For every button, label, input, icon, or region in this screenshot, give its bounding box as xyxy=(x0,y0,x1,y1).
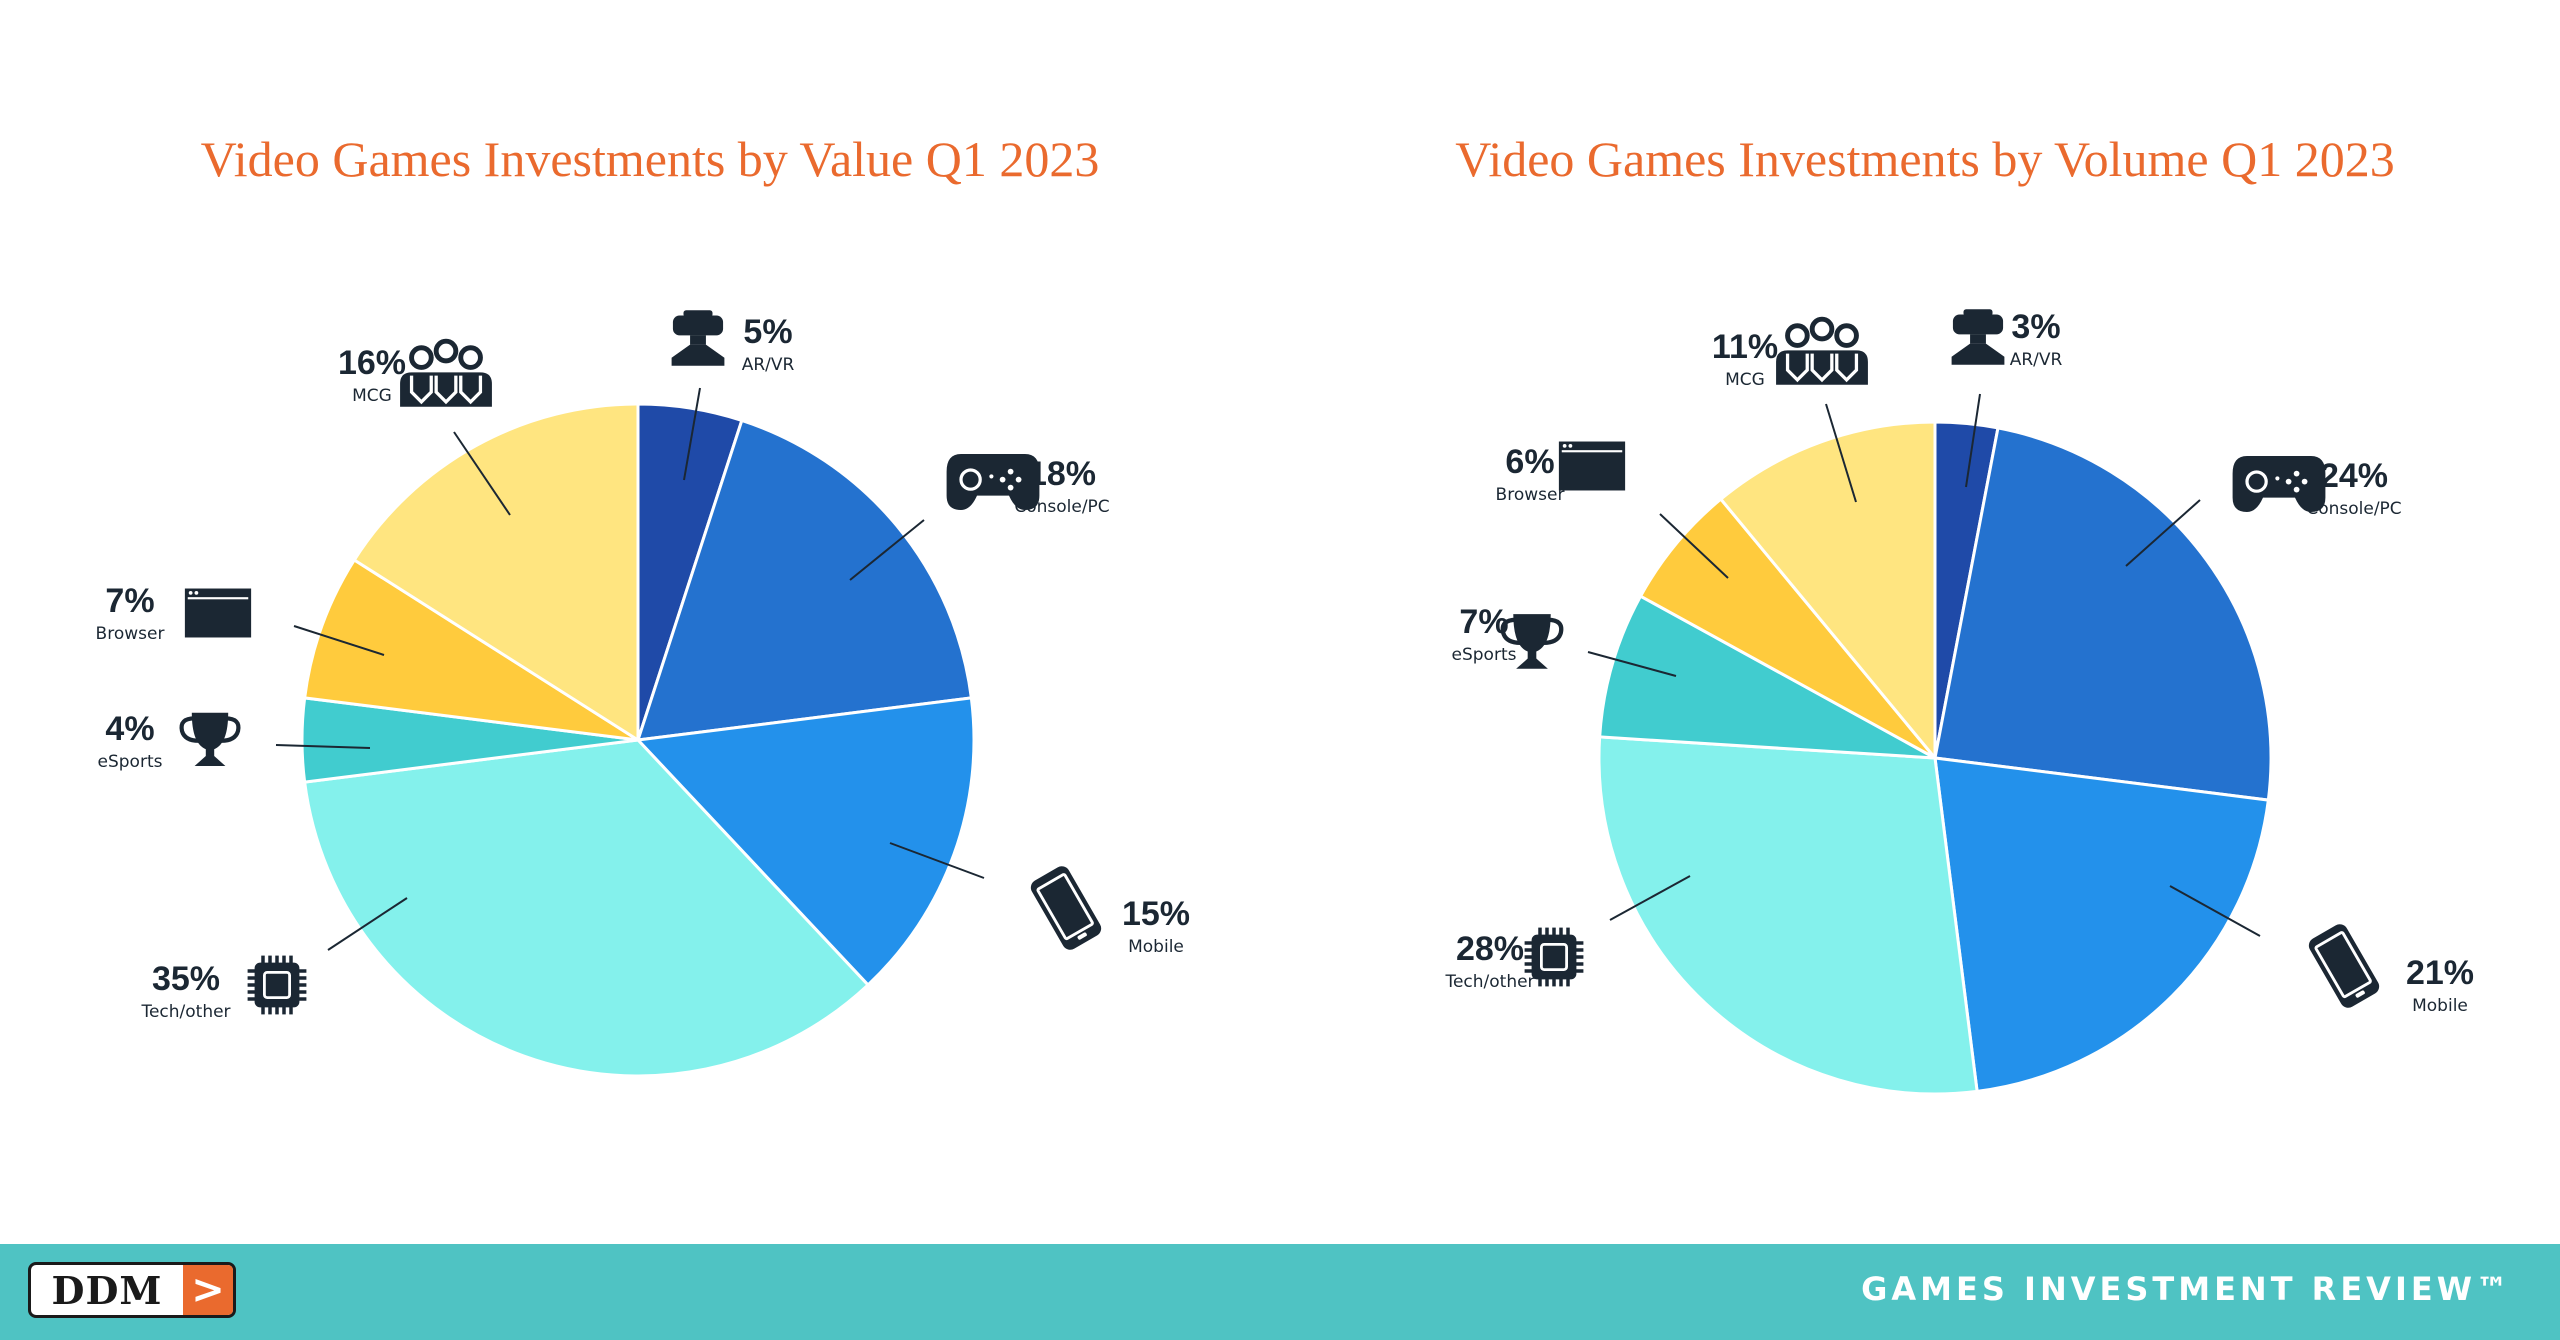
category-label-tech-other: Tech/other xyxy=(1444,972,1534,992)
pie-slice-console-pc xyxy=(1933,426,2273,802)
gamepad-icon xyxy=(2232,456,2326,512)
people-group-icon xyxy=(1776,316,1868,385)
category-label-tech-other: Tech/other xyxy=(140,1002,230,1022)
category-label-mobile: Mobile xyxy=(2412,996,2468,1016)
pie-chart-volume: 3% AR/VR 24% Console/PC 21% Mobile 28% Tech/oth… xyxy=(1444,308,2474,1096)
browser-window-icon xyxy=(1558,441,1626,491)
leader-line-browser xyxy=(293,625,385,656)
logo-arrow-icon: > xyxy=(183,1265,233,1315)
percent-label-tech-other: 28% xyxy=(1456,930,1524,968)
pie-slice-tech-other xyxy=(1597,735,1979,1096)
category-label-ar-vr: AR/VR xyxy=(742,355,795,375)
ddm-logo: DDM > xyxy=(28,1262,236,1318)
leader-line-ar-vr xyxy=(683,387,701,481)
leader-line-ar-vr xyxy=(1965,393,1981,488)
brand-title: GAMES INVESTMENT REVIEW™ xyxy=(1861,1270,2512,1308)
leader-line-mobile xyxy=(889,842,985,879)
logo-text: DDM xyxy=(51,1267,163,1313)
leader-line-mcg xyxy=(453,431,511,516)
category-label-browser: Browser xyxy=(1496,485,1565,505)
percent-label-mcg: 11% xyxy=(1712,328,1778,366)
percent-label-ar-vr: 3% xyxy=(2011,308,2060,346)
percent-label-browser: 7% xyxy=(105,582,154,620)
percent-label-mobile: 15% xyxy=(1122,895,1190,933)
footer-bar: DDM > GAMES INVESTMENT REVIEW™ xyxy=(0,1244,2560,1340)
category-label-browser: Browser xyxy=(96,624,165,644)
leader-line-mobile xyxy=(2169,885,2261,937)
chart-title-value: Video Games Investments by Value Q1 2023 xyxy=(201,131,1100,187)
leader-line-esports xyxy=(275,744,371,749)
pie-slice-mcg xyxy=(352,402,640,743)
chip-icon xyxy=(247,955,307,1015)
pie-slice-mobile xyxy=(1933,756,2271,1094)
mobile-phone-icon xyxy=(2308,924,2380,1008)
category-label-esports: eSports xyxy=(1452,645,1517,665)
category-label-console-pc: Console/PC xyxy=(2306,499,2401,519)
browser-window-icon xyxy=(184,588,252,638)
leader-line-console-pc xyxy=(2125,499,2201,567)
percent-label-mcg: 16% xyxy=(338,344,406,382)
leader-line-browser xyxy=(1659,513,1729,579)
trophy-icon xyxy=(1500,614,1564,669)
chart-title-volume: Video Games Investments by Volume Q1 202… xyxy=(1455,131,2395,187)
pie-slice-tech-other xyxy=(302,738,871,1078)
leader-line-tech-other xyxy=(327,897,408,951)
people-group-icon xyxy=(400,338,492,407)
category-label-esports: eSports xyxy=(98,752,163,772)
trophy-icon xyxy=(179,712,241,766)
percent-label-esports: 4% xyxy=(105,710,154,748)
percent-label-mobile: 21% xyxy=(2406,954,2474,992)
pie-slice-mcg xyxy=(1718,420,1937,763)
percent-label-console-pc: 24% xyxy=(2320,457,2388,495)
leader-line-tech-other xyxy=(1609,875,1691,921)
charts-canvas: Video Games Investments by Value Q1 2023… xyxy=(96,131,2474,1096)
mobile-phone-icon xyxy=(1030,866,1102,950)
chip-icon xyxy=(1524,927,1584,987)
category-label-mcg: MCG xyxy=(1725,370,1765,390)
leader-line-mcg xyxy=(1825,403,1857,503)
pie-slice-esports xyxy=(1598,594,1936,760)
pie-slice-console-pc xyxy=(635,418,974,742)
pie-slice-browser xyxy=(302,557,639,742)
vr-headset-icon xyxy=(1951,309,2005,365)
percent-label-ar-vr: 5% xyxy=(743,313,792,351)
pie-slice-mobile xyxy=(634,696,976,988)
percent-label-browser: 6% xyxy=(1505,443,1554,481)
leader-line-console-pc xyxy=(849,519,925,581)
leader-line-esports xyxy=(1587,651,1677,677)
percent-label-tech-other: 35% xyxy=(152,960,220,998)
vr-headset-icon xyxy=(671,310,725,366)
pie-chart-value: 5%AR/VR18%Console/PC15%Mobile35%Tech/oth… xyxy=(96,310,1190,1078)
gamepad-icon xyxy=(946,454,1040,510)
category-label-ar-vr: AR/VR xyxy=(2010,350,2063,370)
percent-label-esports: 7% xyxy=(1459,603,1508,641)
category-label-mobile: Mobile xyxy=(1128,937,1184,957)
category-label-mcg: MCG xyxy=(352,386,392,406)
